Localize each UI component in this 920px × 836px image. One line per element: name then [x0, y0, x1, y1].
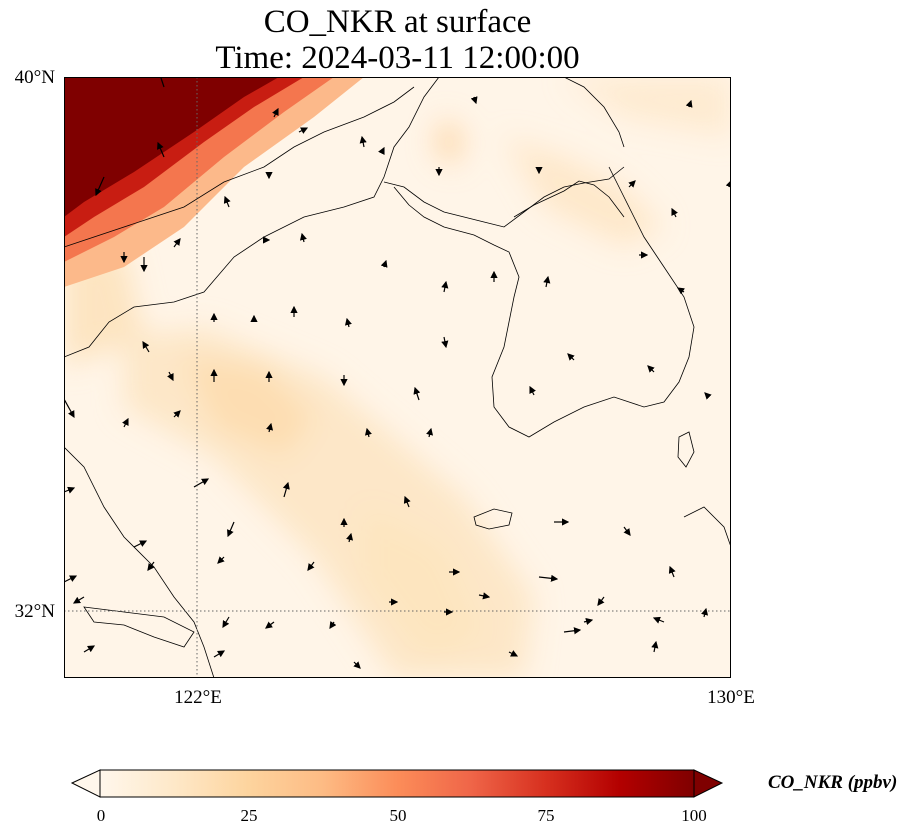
wind-arrow [157, 141, 165, 158]
colorbar-tick-50: 50 [389, 806, 407, 825]
wind-arrow [298, 127, 309, 134]
map-title-variable: CO_NKR at surface [263, 4, 532, 40]
wind-arrow [353, 661, 361, 669]
wind-arrow [623, 526, 631, 536]
wind-arrow [122, 417, 129, 428]
wind-arrow [701, 607, 709, 618]
wind-arrow [142, 340, 150, 353]
wind-arrow [470, 96, 478, 105]
wind-arrow [173, 238, 181, 248]
colorbar [70, 769, 724, 798]
wind-arrow [668, 565, 676, 578]
wind-arrow [222, 616, 230, 629]
wind-arrow [380, 259, 388, 268]
wind-arrow [64, 398, 75, 419]
wind-arrow [671, 207, 678, 218]
wind-arrow [72, 596, 85, 604]
wind-arrow [193, 478, 210, 488]
wind-arrow [359, 135, 367, 148]
wind-arrow [413, 386, 421, 401]
wind-arrow [364, 427, 372, 438]
wind-arrow [272, 107, 279, 118]
colorbar-tick-75: 75 [537, 806, 555, 825]
wind-arrow [64, 575, 78, 583]
lon-tick-122: 122°E [174, 687, 222, 708]
wind-arrow [647, 365, 655, 373]
colorbar-max-extend [693, 769, 724, 798]
wind-arrow [441, 336, 449, 349]
wind-arrow [223, 195, 231, 208]
colorbar-tick-25: 25 [240, 806, 258, 825]
wind-arrow [307, 561, 315, 571]
wind-arrow [346, 532, 354, 543]
wind-arrow [567, 353, 575, 361]
high-concentration-plume [64, 77, 364, 287]
lon-tick-130: 130°E [707, 687, 755, 708]
wind-arrow [583, 617, 594, 625]
colorbar-gradient [99, 769, 695, 798]
wind-arrow [441, 280, 449, 293]
wind-arrow [426, 427, 434, 438]
wind-arrow [529, 385, 536, 396]
wind-arrow [597, 596, 605, 606]
wind-arrow [173, 410, 181, 418]
wind-arrow [508, 650, 519, 657]
wind-arrow [64, 486, 76, 494]
wind-arrow [478, 592, 491, 600]
concentration-map [64, 77, 731, 678]
lat-tick-32: 32°N [14, 601, 55, 622]
wind-arrow [265, 621, 275, 629]
wind-arrow [704, 392, 712, 400]
wind-arrow [133, 540, 148, 548]
wind-arrow [378, 146, 385, 155]
colorbar-tick-100: 100 [681, 806, 707, 825]
wind-arrow [227, 521, 235, 538]
concentration-field [64, 77, 731, 678]
colorbar-label: CO_NKR (ppbv) [768, 772, 898, 793]
wind-arrow [213, 650, 226, 658]
wind-arrow [344, 317, 352, 328]
wind-arrow [167, 371, 174, 382]
colorbar-tick-0: 0 [96, 806, 106, 825]
wind-arrow [299, 232, 307, 243]
wind-arrow [628, 180, 636, 188]
wind-arrow [538, 574, 559, 582]
wind-arrow [147, 561, 155, 571]
wind-arrow [563, 627, 582, 635]
colorbar-min-extend [70, 769, 101, 798]
gridlines [64, 77, 731, 678]
wind-arrow [677, 287, 685, 295]
wind-arrow [282, 481, 290, 498]
map-title-time: Time: 2024-03-11 12:00:00 [215, 40, 580, 76]
wind-arrow [95, 176, 105, 197]
lat-tick-40: 40°N [14, 67, 55, 88]
wind-arrow [651, 640, 659, 653]
wind-arrow [217, 556, 225, 564]
wind-arrow [652, 616, 665, 624]
wind-arrow [543, 275, 551, 288]
wind-arrow [685, 99, 693, 108]
wind-arrow [403, 495, 411, 508]
wind-arrow [83, 645, 96, 653]
wind-arrow [329, 621, 337, 629]
coastlines [64, 77, 731, 678]
wind-arrow [266, 422, 274, 433]
map-frame [64, 77, 731, 678]
